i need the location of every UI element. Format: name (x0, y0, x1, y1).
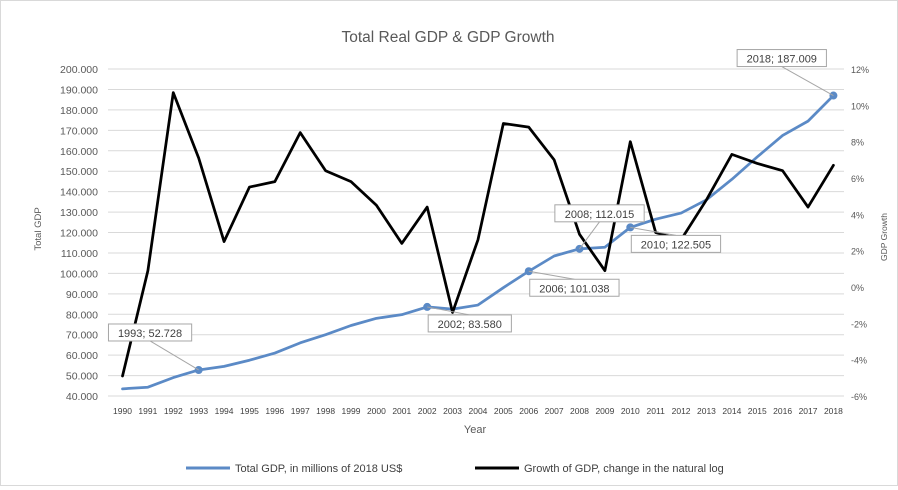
series-line-gdp-growth (121, 91, 835, 378)
y2-tick-label: 12% (851, 65, 869, 75)
x-tick-label: 2008 (570, 406, 589, 416)
annotation-box (630, 234, 722, 253)
x-tick-label: 1996 (265, 406, 284, 416)
x-tick-label: 2005 (494, 406, 513, 416)
annotation-layer: 1993; 52.728 2002; 83.580 2006; 101.038 200… (107, 49, 838, 374)
series-line-total-gdp (121, 94, 835, 391)
y2-tick-label: 10% (851, 101, 869, 111)
legend: Total GDP, in millions of 2018 US$ Growt… (186, 463, 724, 475)
y2-tick-label: 4% (851, 210, 864, 220)
y-tick-label: 140.000 (60, 187, 98, 199)
y2-tick-label: 6% (851, 174, 864, 184)
x-tick-label: 1994 (215, 406, 234, 416)
annotation-box (529, 278, 620, 297)
x-tick-label: 2000 (367, 406, 386, 416)
y2-tick-label: -4% (851, 356, 867, 366)
x-tick-label: 1990 (113, 406, 132, 416)
x-tick-label: 2014 (722, 406, 741, 416)
x-tick-label: 2018 (824, 406, 843, 416)
x-tick-label: 2001 (392, 406, 411, 416)
annotation-leader (579, 221, 600, 250)
annotation-leader (781, 66, 834, 96)
annotation-label: 2018; 187.009 (747, 54, 817, 66)
x-tick-label: 1992 (164, 406, 183, 416)
y2-tick-label: -2% (851, 319, 867, 329)
left-axis-ticks: 40.000 50.000 60.000 70.000 80.000 90.000 100.… (60, 64, 98, 403)
y2-tick-label: 0% (851, 283, 864, 293)
annotation-box (427, 314, 512, 333)
annotation-leader (149, 340, 199, 371)
x-tick-label: 1997 (291, 406, 310, 416)
y-tick-label: 110.000 (61, 248, 98, 260)
y2-tick-label: 2% (851, 247, 864, 257)
y-tick-label: 150.000 (60, 166, 98, 178)
y-tick-label: 170.000 (60, 125, 98, 137)
annotation-label: 2008; 112.015 (565, 209, 635, 221)
annotation-label: 2010; 122.505 (641, 239, 711, 251)
annotation-label: 2006; 101.038 (539, 283, 609, 295)
x-tick-label: 1991 (138, 406, 157, 416)
y-tick-label: 50.000 (66, 371, 98, 383)
annotation-box (107, 323, 193, 342)
y-tick-label: 180.000 (60, 105, 98, 117)
x-tick-label: 1999 (342, 406, 361, 416)
gridlines (108, 68, 844, 397)
x-tick-label: 1998 (316, 406, 335, 416)
x-tick-label: 2007 (545, 406, 564, 416)
y-tick-label: 40.000 (66, 391, 98, 403)
y-tick-label: 130.000 (60, 207, 98, 219)
annotation-box (554, 204, 645, 223)
y-tick-label: 200.000 (60, 64, 98, 76)
x-tick-label: 2006 (519, 406, 538, 416)
x-tick-label: 2012 (672, 406, 691, 416)
x-tick-label: 2017 (799, 406, 818, 416)
x-tick-label: 2004 (468, 406, 487, 416)
x-axis-title: Year (464, 424, 487, 436)
legend-label-gdp-growth: Growth of GDP, change in the natural log (524, 463, 724, 475)
annotation-leader (630, 226, 677, 236)
x-tick-label: 1993 (189, 406, 208, 416)
y-tick-label: 80.000 (66, 309, 98, 321)
legend-label-total-gdp: Total GDP, in millions of 2018 US$ (235, 463, 402, 475)
x-tick-label: 2003 (443, 406, 462, 416)
series-layer (121, 91, 835, 391)
annotation-label: 2002; 83.580 (438, 319, 502, 331)
annotation-box (736, 49, 827, 68)
x-tick-label: 2015 (748, 406, 767, 416)
y2-axis-title: GDP Growth (879, 213, 889, 261)
x-tick-label: 2011 (647, 406, 666, 416)
x-tick-label: 2010 (621, 406, 640, 416)
y-axis-title: Total GDP (33, 207, 44, 250)
y2-tick-label: 8% (851, 138, 864, 148)
y-tick-label: 100.000 (60, 268, 98, 280)
y-tick-label: 90.000 (66, 289, 98, 301)
x-tick-label: 2009 (595, 406, 614, 416)
x-axis-ticks: 1990 1991 1992 1993 1994 1995 1996 1997 1998 1999… (113, 406, 843, 416)
y-tick-label: 190.000 (60, 84, 98, 96)
y-tick-label: 160.000 (60, 146, 98, 158)
annotation-leader (528, 270, 575, 280)
y-tick-label: 60.000 (66, 350, 98, 362)
x-tick-label: 2013 (697, 406, 716, 416)
y2-tick-label: -6% (851, 392, 867, 402)
annotation-label: 1993; 52.728 (118, 328, 182, 340)
x-tick-label: 2002 (418, 406, 437, 416)
x-tick-label: 1995 (240, 406, 259, 416)
y-tick-label: 120.000 (60, 228, 98, 240)
right-axis-ticks: -6% -4% -2% 0% 2% 4% 6% 8% 10% 12% (851, 65, 869, 402)
annotation-leader (427, 306, 470, 316)
x-tick-label: 2016 (773, 406, 792, 416)
y-tick-label: 70.000 (66, 330, 98, 342)
chart-title: Total Real GDP & GDP Growth (341, 29, 554, 46)
